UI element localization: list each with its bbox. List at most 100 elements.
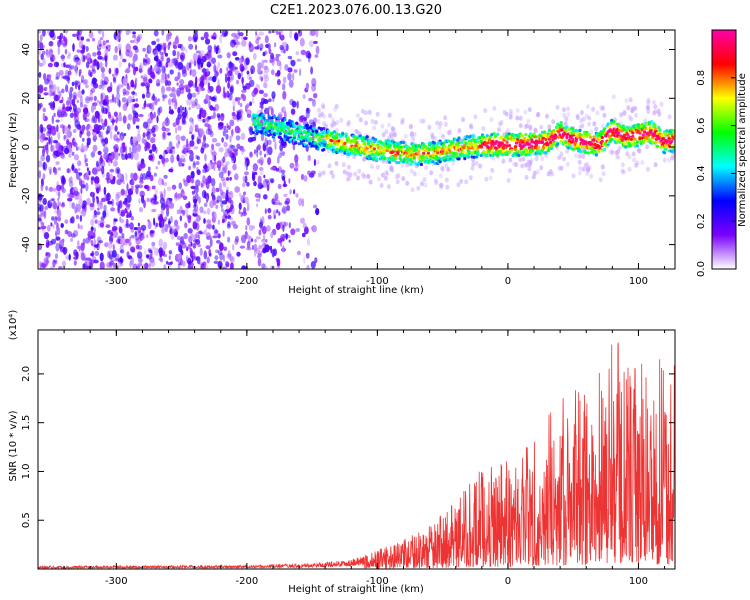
spectrogram-cell: [263, 82, 268, 89]
x-tick-label: -200: [236, 576, 259, 587]
spectrogram-cell: [261, 225, 267, 235]
spectrogram-cell: [308, 119, 315, 125]
spectrogram-cell: [276, 31, 280, 35]
spectrogram-cell: [139, 180, 144, 184]
spectrogram-cell: [270, 179, 274, 184]
spectrogram-cell: [138, 245, 143, 251]
spectrogram-cell: [68, 52, 71, 57]
spectrogram-cell: [113, 218, 118, 222]
spectrogram-cell: [198, 196, 201, 204]
spectrogram-cell: [295, 228, 301, 232]
spectrogram-cell: [256, 203, 259, 208]
spectrogram-cell: [585, 161, 590, 167]
spectrogram-cell: [612, 120, 616, 124]
spectrogram-cell: [78, 40, 83, 49]
y-tick-label: 1.5: [21, 415, 32, 431]
spectrogram-cell: [402, 140, 406, 145]
spectrogram-cell: [409, 132, 414, 138]
spectrogram-cell: [322, 127, 326, 131]
spectrogram-cell: [245, 57, 250, 66]
spectrogram-cell: [228, 190, 234, 200]
spectrogram-cell: [121, 232, 125, 239]
spectrogram-cell: [427, 124, 432, 130]
spectrogram-cell: [626, 105, 631, 111]
spectrogram-cell: [446, 166, 451, 172]
spectrogram-cell: [93, 209, 97, 216]
spectrogram-cell: [90, 218, 95, 226]
spectrogram-cell: [207, 116, 212, 120]
spectrogram-cell: [161, 30, 165, 36]
spectrogram-cell: [282, 183, 288, 188]
spectrogram-cell: [357, 143, 361, 147]
spectrogram-cell: [565, 135, 569, 139]
spectrogram-cell: [199, 107, 203, 113]
spectrogram-cell: [156, 78, 161, 87]
spectrogram-cell: [281, 176, 286, 181]
spectrogram-cell: [125, 30, 130, 36]
spectrogram-cell: [158, 238, 163, 247]
spectrogram-cell: [175, 127, 178, 134]
spectrogram-cell: [117, 204, 120, 214]
spectrogram-cell: [169, 202, 175, 209]
spectrogram-cell: [327, 129, 331, 133]
spectrogram-cell: [313, 204, 318, 209]
spectrogram-cell: [581, 166, 586, 172]
spectrogram-cell: [227, 61, 233, 69]
spectrogram-cell: [251, 97, 255, 105]
spectrogram-cell: [366, 174, 371, 180]
spectrogram-cell: [186, 175, 192, 183]
spectrogram-cell: [83, 79, 89, 85]
spectrogram-cell: [622, 110, 627, 116]
spectrogram-cell: [89, 72, 93, 78]
spectrogram-cell: [115, 193, 120, 202]
spectrogram-cell: [422, 177, 427, 183]
spectrogram-cell: [231, 129, 234, 136]
spectrogram-cell: [168, 220, 172, 225]
spectrogram-cell: [611, 94, 616, 100]
spectrogram-cell: [57, 167, 61, 171]
spectrogram-cell: [72, 103, 77, 113]
spectrogram-cell: [412, 156, 416, 160]
spectrogram-cell: [331, 145, 335, 150]
spectrogram-cell: [199, 109, 202, 115]
spectrogram-cell: [206, 219, 212, 224]
spectrogram-cell: [136, 38, 139, 45]
spectrogram-cell: [48, 48, 54, 56]
spectrogram-cell: [205, 94, 210, 102]
spectrogram-cell: [158, 106, 163, 114]
spectrogram-cell: [161, 126, 167, 132]
spectrogram-cell: [258, 31, 264, 36]
spectrogram-cell: [222, 230, 225, 237]
spectrogram-cell: [77, 160, 82, 167]
spectrogram-cell: [117, 172, 122, 179]
spectrogram-cell: [138, 230, 142, 239]
spectrogram-cell: [117, 261, 122, 268]
spectrogram-cell: [158, 60, 163, 68]
spectrogram-cell: [278, 211, 281, 216]
spectrogram-cell: [119, 249, 125, 254]
spectrogram-cell: [143, 138, 147, 146]
spectrogram-cell: [218, 182, 222, 192]
spectrogram-cell: [38, 226, 41, 230]
spectrogram-cell: [196, 166, 199, 174]
spectrogram-cell: [38, 103, 42, 111]
spectrogram-cell: [68, 153, 72, 158]
spectrogram-cell: [254, 238, 257, 243]
spectrogram-cell: [257, 159, 261, 164]
spectrogram-cell: [212, 111, 216, 119]
spectrogram-cell: [532, 132, 536, 136]
spectrogram-cell: [102, 139, 106, 147]
spectrogram-cell: [221, 30, 228, 38]
spectrogram-cell: [547, 124, 552, 130]
spectrogram-cell: [236, 143, 241, 150]
spectrogram-cell: [236, 251, 241, 257]
spectrogram-cell: [278, 152, 283, 159]
spectrogram-cell: [540, 156, 545, 162]
spectrogram-cell: [238, 192, 242, 197]
spectrogram-cell: [471, 161, 476, 167]
spectrogram-cell: [57, 197, 60, 202]
spectrogram-cell: [280, 107, 285, 113]
spectrogram-cell: [521, 156, 526, 162]
spectrogram-cell: [56, 184, 62, 191]
spectrogram-cell: [142, 76, 148, 84]
